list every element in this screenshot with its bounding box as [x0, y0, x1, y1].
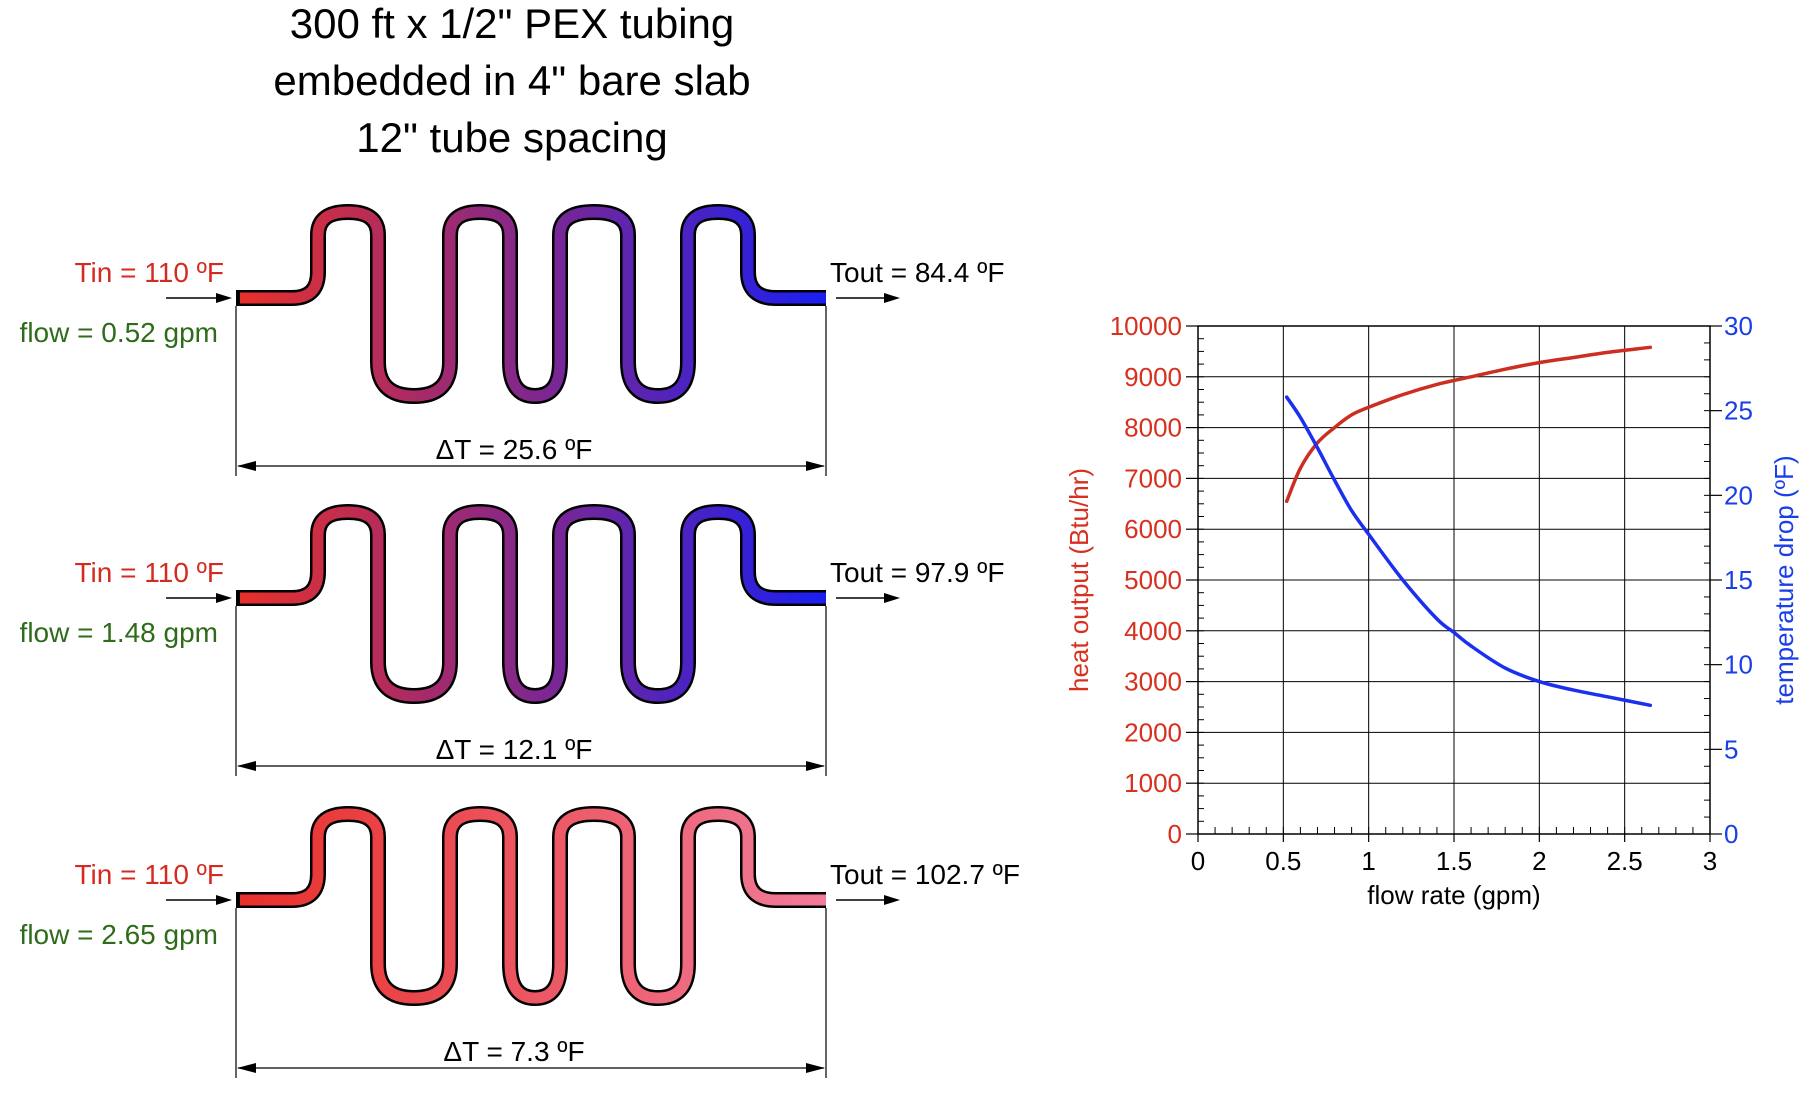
y-tick-label: 4000	[1124, 616, 1182, 646]
x-tick-label: 1.5	[1436, 846, 1472, 876]
title-line-1: 300 ft x 1/2" PEX tubing	[290, 0, 735, 47]
loop-2: Tin = 110 ºF flow = 1.48 gpm Tout = 97.9 º…	[20, 504, 1004, 776]
x-axis-label: flow rate (gpm)	[1367, 880, 1540, 910]
inlet-temperature-label: Tin = 110 ºF	[74, 557, 224, 588]
inlet-temperature-label: Tin = 110 ºF	[74, 257, 224, 288]
y2-tick-label: 20	[1724, 480, 1753, 510]
tube	[236, 504, 826, 704]
right-axis-ticks: 0 5 10 15 20 25 30	[1704, 311, 1753, 849]
temperature-drop-curve	[1284, 395, 1653, 708]
y2-tick-label: 15	[1724, 565, 1753, 595]
delta-t-label: ΔT = 7.3 ºF	[443, 1036, 584, 1067]
tube	[236, 204, 826, 404]
y-tick-label: 0	[1168, 819, 1182, 849]
y-tick-label: 10000	[1110, 311, 1182, 341]
x-axis-ticks: 0 0.5 1 1.5 2 2.5 3	[1191, 827, 1717, 876]
left-axis-label: heat output (Btu/hr)	[1064, 468, 1094, 692]
loop-3: Tin = 110 ºF flow = 2.65 gpm Tout = 102.7 …	[20, 806, 1020, 1078]
outlet-arrow	[836, 593, 900, 603]
x-tick-label: 0.5	[1265, 846, 1301, 876]
y-tick-label: 1000	[1124, 768, 1182, 798]
loop-1: Tin = 110 ºF flow = 0.52 gpm Tout = 84.4 º…	[20, 204, 1004, 476]
delta-t-dimension	[235, 908, 827, 1078]
y-tick-label: 9000	[1124, 362, 1182, 392]
x-tick-label: 0	[1191, 846, 1205, 876]
y2-tick-label: 10	[1724, 650, 1753, 680]
figure-title: 300 ft x 1/2" PEX tubing embedded in 4" …	[273, 0, 750, 161]
inlet-arrow	[166, 293, 232, 303]
outlet-temperature-label: Tout = 97.9 ºF	[830, 557, 1004, 588]
delta-t-label: ΔT = 12.1 ºF	[436, 734, 593, 765]
outlet-arrow	[836, 895, 900, 905]
inlet-arrow	[166, 593, 232, 603]
flow-rate-label: flow = 0.52 gpm	[20, 317, 218, 348]
heat-output-curve	[1284, 345, 1653, 504]
x-tick-label: 1	[1361, 846, 1375, 876]
y-tick-label: 2000	[1124, 717, 1182, 747]
y-tick-label: 8000	[1124, 413, 1182, 443]
chart-curves	[1284, 345, 1653, 708]
y2-tick-label: 25	[1724, 396, 1753, 426]
delta-t-dimension	[235, 606, 827, 776]
right-axis-label: temperature drop (ºF)	[1769, 455, 1799, 704]
inlet-arrow	[166, 895, 232, 905]
flow-rate-label: flow = 1.48 gpm	[20, 617, 218, 648]
y-tick-label: 3000	[1124, 667, 1182, 697]
y-tick-label: 6000	[1124, 514, 1182, 544]
y-tick-label: 5000	[1124, 565, 1182, 595]
delta-t-dimension	[235, 306, 827, 476]
x-tick-label: 3	[1703, 846, 1717, 876]
inlet-temperature-label: Tin = 110 ºF	[74, 859, 224, 890]
x-tick-label: 2	[1532, 846, 1546, 876]
x-tick-label: 2.5	[1607, 846, 1643, 876]
title-line-2: embedded in 4" bare slab	[273, 57, 750, 104]
y2-tick-label: 30	[1724, 311, 1753, 341]
outlet-temperature-label: Tout = 84.4 ºF	[830, 257, 1004, 288]
title-line-3: 12" tube spacing	[356, 114, 667, 161]
outlet-arrow	[836, 293, 900, 303]
chart-grid	[1197, 325, 1711, 835]
flow-chart: 0 0.5 1 1.5 2 2.5 3 0 1000 2000 3000 4000 5000 6000 7…	[1064, 311, 1799, 910]
delta-t-label: ΔT = 25.6 ºF	[436, 434, 593, 465]
flow-rate-label: flow = 2.65 gpm	[20, 919, 218, 950]
outlet-temperature-label: Tout = 102.7 ºF	[830, 859, 1020, 890]
tubing-loops: Tin = 110 ºF flow = 0.52 gpm Tout = 84.4 º…	[20, 204, 1020, 1078]
y-tick-label: 7000	[1124, 463, 1182, 493]
left-axis-ticks: 0 1000 2000 3000 4000 5000 6000 7000 8000 9000 100…	[1110, 311, 1204, 849]
y2-tick-label: 0	[1724, 819, 1738, 849]
tube	[236, 806, 826, 1006]
y2-tick-label: 5	[1724, 734, 1738, 764]
